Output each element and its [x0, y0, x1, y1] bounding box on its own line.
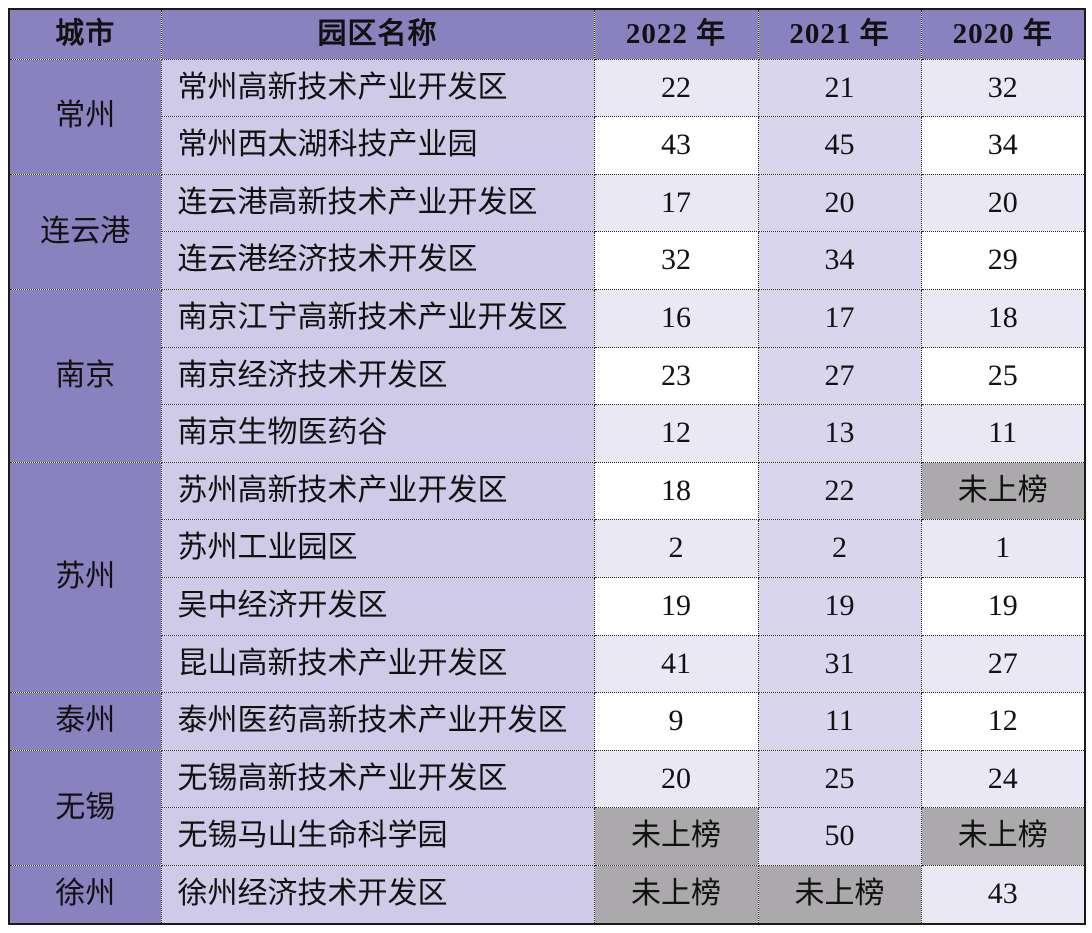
header-year-2022: 2022 年	[593, 8, 759, 60]
rank-value-cell: 2	[593, 519, 759, 578]
city-cell: 泰州	[8, 692, 162, 751]
table-row: 常州西太湖科技产业园 43 45 34	[9, 116, 1086, 175]
rank-value-cell: 22	[593, 58, 759, 118]
rank-value-cell: 17	[593, 173, 759, 233]
park-name-cell: 南京生物医药谷	[160, 404, 595, 463]
city-cell: 常州	[8, 58, 162, 175]
table-row: 苏州工业园区 2 2 1	[9, 519, 1086, 578]
not-listed-cell: 未上榜	[593, 807, 759, 867]
rank-value-cell: 20	[920, 173, 1086, 233]
rank-value-cell: 31	[757, 634, 922, 694]
table-row: 南京 南京江宁高新技术产业开发区 16 17 18	[8, 288, 1086, 463]
not-listed-cell: 未上榜	[920, 807, 1086, 867]
park-name-cell: 无锡高新技术产业开发区	[160, 749, 595, 809]
table-row: 苏州 苏州高新技术产业开发区 18 22 未上榜	[8, 461, 1086, 694]
park-ranking-table: 城市 园区名称 2022 年 2021 年 2020 年 常州 常州高新技术产业开…	[8, 8, 1086, 925]
rank-value-cell: 16	[593, 288, 759, 348]
rank-value-cell: 11	[757, 692, 922, 751]
city-cell: 南京	[8, 288, 162, 463]
rank-value-cell: 32	[593, 231, 759, 290]
rank-value-cell: 18	[593, 461, 759, 521]
table-row: 南京经济技术开发区 23 27 25	[9, 346, 1086, 406]
rank-value-cell: 25	[757, 749, 922, 809]
rank-value-cell: 21	[757, 58, 922, 118]
rank-value-cell: 23	[593, 346, 759, 406]
city-cell: 连云港	[8, 173, 162, 290]
table-row: 徐州 徐州经济技术开发区 未上榜 未上榜 43	[8, 865, 1086, 925]
rank-value-cell: 19	[757, 576, 922, 636]
rank-value-cell: 43	[593, 116, 759, 175]
park-name-cell: 昆山高新技术产业开发区	[160, 634, 595, 694]
rank-value-cell: 18	[920, 288, 1086, 348]
header-city: 城市	[8, 8, 162, 60]
park-name-cell: 泰州医药高新技术产业开发区	[160, 692, 595, 751]
park-name-cell: 南京江宁高新技术产业开发区	[160, 288, 595, 348]
rank-value-cell: 12	[593, 404, 759, 463]
rank-value-cell: 13	[757, 404, 922, 463]
park-name-cell: 无锡马山生命科学园	[160, 807, 595, 867]
table-row: 无锡 无锡高新技术产业开发区 20 25 24	[8, 749, 1086, 867]
rank-value-cell: 1	[920, 519, 1086, 578]
table-row: 无锡马山生命科学园 未上榜 50 未上榜	[9, 807, 1086, 867]
rank-value-cell: 27	[920, 634, 1086, 694]
table-row: 吴中经济开发区 19 19 19	[9, 576, 1086, 636]
table-row: 昆山高新技术产业开发区 41 31 27	[9, 634, 1086, 694]
rank-value-cell: 20	[757, 173, 922, 233]
rank-value-cell: 2	[757, 519, 922, 578]
not-listed-cell: 未上榜	[593, 865, 759, 925]
not-listed-cell: 未上榜	[920, 461, 1086, 521]
rank-value-cell: 19	[920, 576, 1086, 636]
header-year-2020: 2020 年	[920, 8, 1086, 60]
park-name-cell: 苏州工业园区	[160, 519, 595, 578]
park-name-cell: 连云港高新技术产业开发区	[160, 173, 595, 233]
ranking-table-container: 城市 园区名称 2022 年 2021 年 2020 年 常州 常州高新技术产业开…	[8, 8, 1086, 925]
rank-value-cell: 34	[757, 231, 922, 290]
rank-value-cell: 20	[593, 749, 759, 809]
table-row: 常州 常州高新技术产业开发区 22 21 32	[8, 58, 1086, 175]
rank-value-cell: 24	[920, 749, 1086, 809]
park-name-cell: 连云港经济技术开发区	[160, 231, 595, 290]
rank-value-cell: 43	[920, 865, 1086, 925]
rank-value-cell: 27	[757, 346, 922, 406]
rank-value-cell: 22	[757, 461, 922, 521]
header-row: 城市 园区名称 2022 年 2021 年 2020 年	[8, 8, 1086, 60]
table-row: 泰州 泰州医药高新技术产业开发区 9 11 12	[8, 692, 1086, 751]
city-cell: 苏州	[8, 461, 162, 694]
header-year-2021: 2021 年	[757, 8, 922, 60]
rank-value-cell: 12	[920, 692, 1086, 751]
rank-value-cell: 29	[920, 231, 1086, 290]
rank-value-cell: 9	[593, 692, 759, 751]
park-name-cell: 南京经济技术开发区	[160, 346, 595, 406]
table-row: 连云港 连云港高新技术产业开发区 17 20 20	[8, 173, 1086, 290]
rank-value-cell: 25	[920, 346, 1086, 406]
rank-value-cell: 32	[920, 58, 1086, 118]
rank-value-cell: 11	[920, 404, 1086, 463]
park-name-cell: 徐州经济技术开发区	[160, 865, 595, 925]
park-name-cell: 常州西太湖科技产业园	[160, 116, 595, 175]
rank-value-cell: 19	[593, 576, 759, 636]
rank-value-cell: 17	[757, 288, 922, 348]
table-row: 连云港经济技术开发区 32 34 29	[9, 231, 1086, 290]
header-park-name: 园区名称	[160, 8, 595, 60]
rank-value-cell: 34	[920, 116, 1086, 175]
park-name-cell: 常州高新技术产业开发区	[160, 58, 595, 118]
park-name-cell: 苏州高新技术产业开发区	[160, 461, 595, 521]
rank-value-cell: 50	[757, 807, 922, 867]
rank-value-cell: 41	[593, 634, 759, 694]
city-cell: 无锡	[8, 749, 162, 867]
not-listed-cell: 未上榜	[757, 865, 922, 925]
table-body: 常州 常州高新技术产业开发区 22 21 32 常州西太湖科技产业园 43 45 34 连云港 连云…	[8, 58, 1086, 925]
table-row: 南京生物医药谷 12 13 11	[9, 404, 1086, 463]
park-name-cell: 吴中经济开发区	[160, 576, 595, 636]
rank-value-cell: 45	[757, 116, 922, 175]
city-cell: 徐州	[8, 865, 162, 925]
